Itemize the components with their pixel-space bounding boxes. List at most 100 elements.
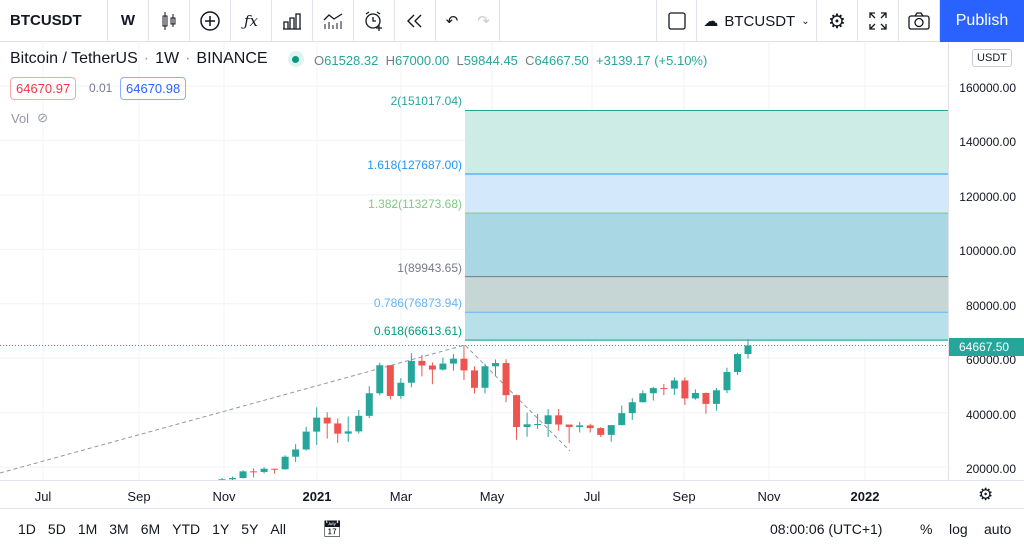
candle-body xyxy=(565,424,573,428)
candle-body xyxy=(449,358,457,364)
buy-price[interactable]: 64670.98 xyxy=(120,77,187,100)
fib-zone xyxy=(465,110,948,174)
price-scale[interactable]: USDT 160000.00 140000.00 120000.00 100000.0… xyxy=(948,42,1024,480)
layout-name-button[interactable]: ☁ BTCUSDT ⌄ xyxy=(697,0,817,42)
range-button-ytd[interactable]: YTD xyxy=(172,521,201,537)
candles-icon[interactable] xyxy=(149,0,190,42)
legend-interval: 1W xyxy=(155,50,180,67)
candle-body xyxy=(670,380,678,389)
indicators-fx-icon[interactable]: ƒx xyxy=(231,0,272,42)
chevron-down-icon: ⌄ xyxy=(801,15,810,27)
candle-body xyxy=(239,471,247,479)
high-value: 67000.00 xyxy=(394,53,450,68)
symbol-title: Bitcoin / TetherUS xyxy=(10,50,138,67)
candle-body xyxy=(271,468,279,470)
candle-body xyxy=(355,415,363,432)
publish-button[interactable]: Publish xyxy=(940,0,1024,42)
range-button-6m[interactable]: 6M xyxy=(140,521,161,537)
replay-icon[interactable] xyxy=(395,0,436,42)
bottom-toolbar: 1D 5D 1M 3M 6M YTD 1Y 5Y All 📅︎ 08:00:06 (UTC+1)… xyxy=(0,508,1024,549)
candle-body xyxy=(334,423,342,434)
fib-zone xyxy=(465,312,948,341)
candle-body xyxy=(407,360,415,383)
auto-toggle[interactable]: auto xyxy=(984,521,1012,537)
candle-body xyxy=(702,392,710,404)
percent-toggle[interactable]: % xyxy=(920,521,933,537)
candle-body xyxy=(365,393,373,416)
price-label: 100000.00 xyxy=(959,244,1016,259)
low-label: L xyxy=(456,53,464,68)
candle-body xyxy=(660,388,668,390)
candle-body xyxy=(418,360,426,366)
calendar-goto-icon[interactable]: 📅︎ xyxy=(321,521,343,538)
price-label: 60000.00 xyxy=(965,353,1016,368)
candle-body xyxy=(555,415,563,425)
gear-icon[interactable]: ⚙ xyxy=(817,0,858,42)
price-label: 160000.00 xyxy=(959,81,1016,95)
compare-plus-icon[interactable] xyxy=(190,0,231,42)
layout-icon[interactable] xyxy=(656,0,697,42)
settings-gear-icon[interactable]: ⚙ xyxy=(978,485,994,504)
fib-level-label: 1(89943.65) xyxy=(397,260,462,275)
candle-body xyxy=(376,365,384,394)
fullscreen-icon[interactable] xyxy=(858,0,899,42)
price-label: 40000.00 xyxy=(965,407,1016,422)
fib-level-label: 0.786(76873.94) xyxy=(373,296,462,311)
candle-body xyxy=(744,345,752,355)
market-status-icon[interactable] xyxy=(287,51,304,67)
interval-button[interactable]: W xyxy=(108,0,149,42)
top-toolbar: BTCUSDT W ƒx ↶ ↷ ☁ BTCUSDT ⌄ ⚙ Publish xyxy=(0,0,1024,42)
range-button-3m[interactable]: 3M xyxy=(109,521,129,537)
candle-body xyxy=(292,449,300,457)
candle-body xyxy=(439,363,447,370)
symbol-search[interactable]: BTCUSDT xyxy=(0,0,108,42)
fib-level-label: 1.382(113273.68) xyxy=(368,197,462,212)
range-button-1m[interactable]: 1M xyxy=(77,521,98,537)
close-value: 64667.50 xyxy=(534,53,589,68)
current-price-label: 64667.50 xyxy=(949,338,1024,357)
time-label: Jul xyxy=(583,489,601,504)
range-button-5y[interactable]: 5Y xyxy=(241,521,259,537)
candle-body xyxy=(586,425,594,429)
templates-icon[interactable] xyxy=(313,0,354,42)
candle-body xyxy=(397,382,405,396)
candle-body xyxy=(733,354,741,373)
separator: · xyxy=(143,50,150,67)
alert-clock-icon[interactable] xyxy=(354,0,395,42)
candle-body xyxy=(723,372,731,391)
close-label: C xyxy=(525,53,535,68)
bar-chart-icon[interactable] xyxy=(272,0,313,42)
candle-body xyxy=(260,468,268,472)
candle-body xyxy=(628,402,636,414)
price-label: 20000.00 xyxy=(965,462,1016,476)
redo-icon[interactable]: ↷ xyxy=(468,0,500,42)
range-button-5d[interactable]: 5D xyxy=(47,521,66,537)
volume-label: Vol xyxy=(11,110,30,126)
time-axis[interactable]: ⚙ Jul Sep Nov 2021 Mar May Jul Sep Nov 2022 xyxy=(0,480,1024,508)
candle-body xyxy=(597,428,605,435)
layout-name: BTCUSDT xyxy=(724,12,796,30)
candle-body xyxy=(492,363,500,367)
candle-body xyxy=(229,478,237,480)
fib-level-label: 2(151017.04) xyxy=(390,94,462,109)
open-label: O xyxy=(314,53,325,68)
open-value: 61528.32 xyxy=(324,53,379,68)
range-button-1y[interactable]: 1Y xyxy=(212,521,230,537)
clock-time[interactable]: 08:00:06 (UTC+1) xyxy=(770,521,883,537)
volume-indicator: Vol ⊘ xyxy=(11,110,48,126)
sell-price[interactable]: 64670.97 xyxy=(10,77,77,100)
eye-hidden-icon[interactable]: ⊘ xyxy=(37,110,48,125)
price-chart[interactable] xyxy=(0,42,948,480)
range-button-all[interactable]: All xyxy=(270,521,286,537)
camera-icon[interactable] xyxy=(899,0,940,42)
candle-body xyxy=(523,424,531,428)
currency-button[interactable]: USDT xyxy=(972,49,1012,67)
chart-legend: Bitcoin / TetherUS · 1W · BINANCE xyxy=(10,50,304,68)
price-label: 80000.00 xyxy=(965,298,1016,313)
candle-body xyxy=(460,358,468,371)
undo-icon[interactable]: ↶ xyxy=(445,12,459,30)
time-label: 2022 xyxy=(850,489,880,504)
candle-body xyxy=(681,380,689,399)
range-button-1d[interactable]: 1D xyxy=(18,521,36,537)
log-toggle[interactable]: log xyxy=(949,521,968,537)
